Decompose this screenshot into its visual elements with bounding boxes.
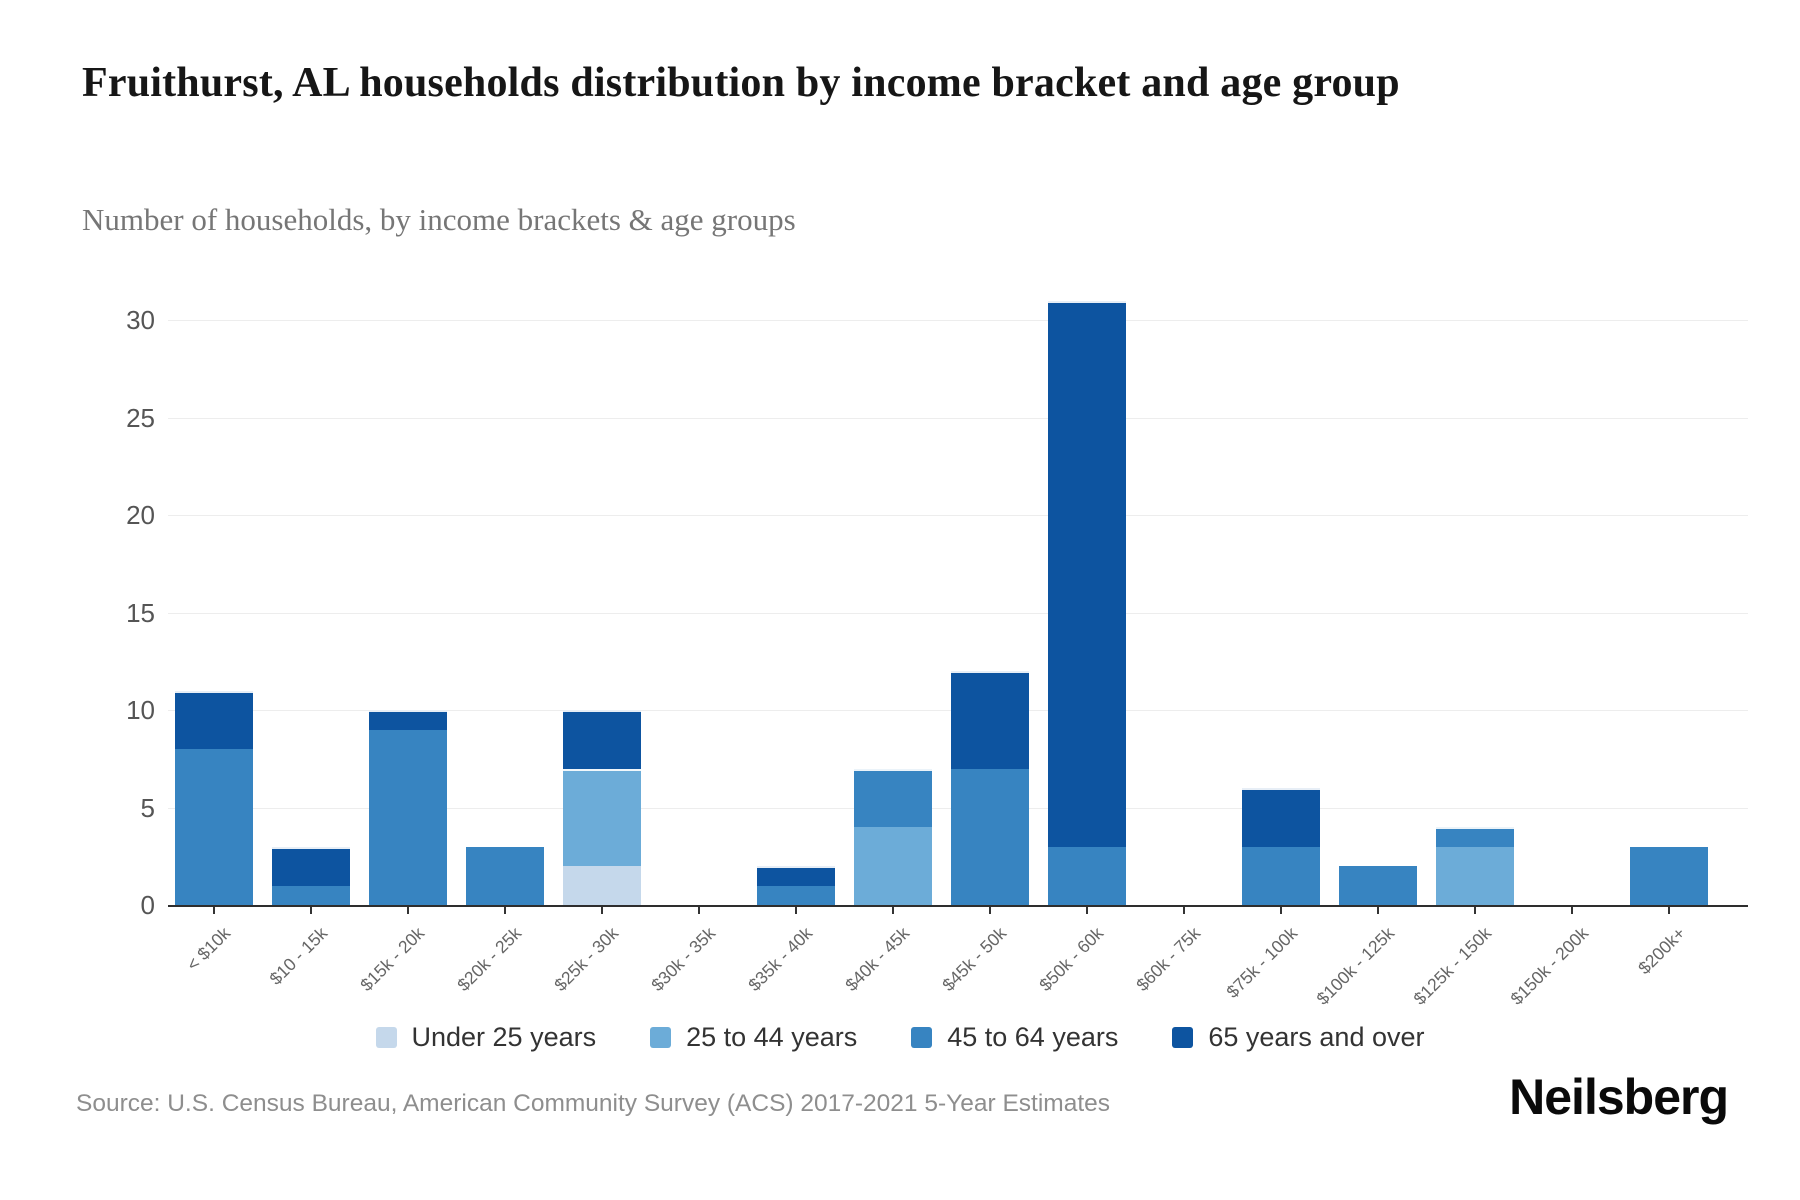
bar-segment-45-to-64-years[interactable] — [854, 768, 932, 827]
legend-label: Under 25 years — [411, 1022, 597, 1052]
x-axis-tick — [1668, 907, 1670, 914]
legend-label: 25 to 44 years — [686, 1022, 858, 1052]
x-axis-line — [168, 905, 1748, 907]
bar-segment-65-years-and-over[interactable] — [951, 671, 1029, 769]
y-gridline — [168, 515, 1748, 516]
y-gridline — [168, 612, 1748, 614]
legend-swatch-icon — [1172, 1027, 1194, 1048]
y-axis-tick-label: 25 — [126, 402, 155, 433]
bar-segment-65-years-and-over[interactable] — [563, 710, 641, 769]
x-axis-tick — [213, 907, 215, 914]
legend-swatch-icon — [375, 1027, 397, 1048]
y-gridline — [168, 417, 1748, 419]
bar-segment-65-years-and-over[interactable] — [369, 710, 447, 730]
bar-segment-25-to-44-years[interactable] — [854, 827, 932, 905]
x-axis-tick — [1571, 907, 1573, 914]
bar-segment-45-to-64-years[interactable] — [757, 885, 835, 905]
legend-swatch-icon — [650, 1027, 672, 1048]
bar-segment-under-25-years[interactable] — [563, 866, 641, 905]
x-axis-tick — [601, 907, 603, 914]
y-axis-tick-label: 10 — [126, 695, 155, 725]
y-axis-tick-label: 5 — [140, 792, 155, 823]
bar-segment-45-to-64-years[interactable] — [1339, 866, 1417, 905]
chart-title: Fruithurst, AL households distribution b… — [82, 60, 1400, 106]
bar-segment-25-to-44-years[interactable] — [1436, 846, 1514, 905]
x-axis-tick — [989, 907, 991, 914]
bar-segment-25-to-44-years[interactable] — [563, 768, 641, 866]
x-axis-tick — [407, 907, 409, 914]
bar-segment-45-to-64-years[interactable] — [1436, 827, 1514, 847]
bar-segment-65-years-and-over[interactable] — [175, 690, 253, 749]
bar-segment-45-to-64-years[interactable] — [272, 885, 350, 905]
x-axis-tick — [698, 907, 700, 914]
x-axis-tick — [1377, 907, 1379, 914]
x-axis-tick — [1183, 907, 1185, 914]
bar-segment-65-years-and-over[interactable] — [272, 846, 350, 886]
neilsberg-logo: Neilsberg — [1509, 1069, 1729, 1125]
x-axis-tick — [1280, 907, 1282, 914]
x-axis-tick — [892, 907, 894, 914]
bar-segment-45-to-64-years[interactable] — [1048, 846, 1126, 905]
bar-segment-45-to-64-years[interactable] — [1630, 846, 1708, 905]
x-axis-tick — [310, 907, 312, 914]
chart-legend: Under 25 years 25 to 44 years 45 to 64 yea… — [0, 1022, 1800, 1053]
x-axis-tick — [1474, 907, 1476, 914]
bar-segment-45-to-64-years[interactable] — [369, 729, 447, 905]
bar-segment-45-to-64-years[interactable] — [466, 846, 544, 905]
bar-segment-65-years-and-over[interactable] — [1048, 300, 1126, 847]
legend-label: 65 years and over — [1208, 1022, 1425, 1052]
legend-swatch-icon — [911, 1027, 933, 1048]
bar-segment-45-to-64-years[interactable] — [1242, 846, 1320, 905]
bar-segment-65-years-and-over[interactable] — [1242, 788, 1320, 847]
legend-item-under-25-years[interactable]: Under 25 years — [375, 1022, 597, 1053]
y-axis-tick-label: 20 — [126, 500, 155, 530]
bar-segment-45-to-64-years[interactable] — [175, 749, 253, 905]
legend-item-65-years-and-over[interactable]: 65 years and over — [1172, 1022, 1425, 1053]
chart-subtitle: Number of households, by income brackets… — [82, 202, 796, 237]
x-axis-tick — [504, 907, 506, 914]
y-axis-tick-label: 15 — [126, 597, 155, 628]
bar-segment-65-years-and-over[interactable] — [757, 866, 835, 886]
legend-item-25-to-44-years[interactable]: 25 to 44 years — [650, 1022, 857, 1053]
legend-item-45-to-64-years[interactable]: 45 to 64 years — [911, 1022, 1118, 1053]
x-axis-tick — [1086, 907, 1088, 914]
source-text: Source: U.S. Census Bureau, American Com… — [76, 1090, 1111, 1117]
y-axis-tick-label: 30 — [126, 305, 155, 335]
legend-label: 45 to 64 years — [947, 1022, 1119, 1052]
bar-segment-45-to-64-years[interactable] — [951, 768, 1029, 905]
y-gridline — [168, 320, 1748, 321]
x-axis-tick — [795, 907, 797, 914]
y-axis-tick-label: 0 — [140, 890, 155, 920]
